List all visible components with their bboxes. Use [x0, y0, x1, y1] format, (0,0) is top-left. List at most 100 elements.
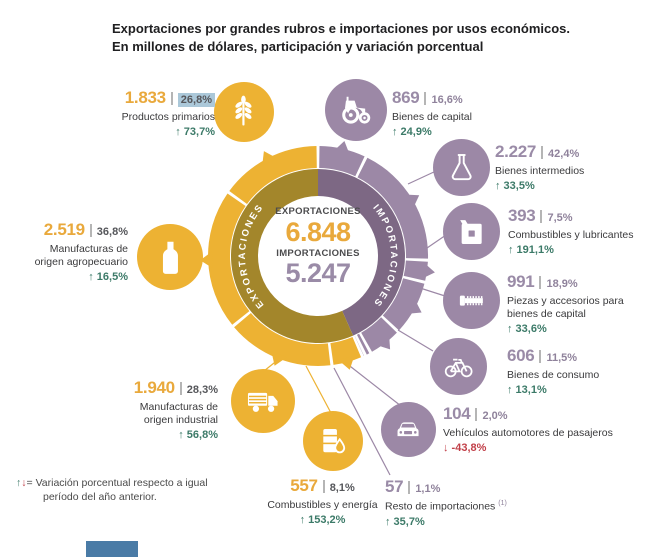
- connector-line-3: [426, 234, 447, 249]
- separator: [322, 480, 325, 493]
- export-change: ↑ 73,7%: [175, 126, 215, 139]
- import-item-resto-importaciones: 57 1,1% Resto de importaciones (1) ↑ 35,7…: [385, 477, 570, 528]
- import-label: Piezas y accesorios para bienes de capit…: [507, 295, 624, 321]
- export-segment-2: [234, 313, 331, 367]
- export-value: 1.833: [124, 88, 166, 107]
- import-share: 42,4%: [548, 148, 580, 160]
- separator: [179, 382, 182, 395]
- import-item-vehiculos-pasajeros: 104 2,0% Vehículos automotores de pasajer…: [443, 404, 653, 454]
- import-segment-2: [403, 260, 428, 281]
- connector-line-4: [419, 287, 446, 297]
- export-value: 557: [290, 476, 318, 495]
- car-icon: [381, 402, 436, 457]
- import-value: 104: [443, 404, 471, 423]
- export-share: 28,3%: [186, 384, 218, 396]
- import-share: 7,5%: [547, 212, 573, 224]
- jerrycan-icon: [443, 203, 500, 260]
- separator: [475, 408, 478, 421]
- import-change: ↑ 13,1%: [507, 384, 547, 397]
- import-share: 11,5%: [546, 352, 578, 364]
- export-item-combustibles-energia: 557 8,1% Combustibles y energía ↑ 153,2%: [250, 476, 395, 526]
- import-segment-3-pointer: [406, 299, 422, 314]
- flask-icon: [433, 139, 490, 196]
- export-value: 1.940: [133, 378, 175, 397]
- import-value: 606: [507, 346, 535, 365]
- import-label: Vehículos automotores de pasajeros: [443, 427, 613, 439]
- export-change: ↑ 16,5%: [88, 271, 128, 284]
- connector-line-7: [333, 367, 391, 476]
- import-segment-4-pointer: [375, 334, 391, 350]
- connector-line-6: [345, 362, 402, 407]
- import-item-piezas-accesorios: 991 18,9% Piezas y accesorios para bienes…: [507, 272, 639, 335]
- title-line2: En millones de dólares, participación y …: [112, 38, 484, 54]
- import-value: 869: [392, 88, 420, 107]
- import-segment-3: [382, 278, 425, 331]
- center-exports-value: 6.848: [285, 216, 351, 247]
- import-change: ↓ -43,8%: [443, 442, 487, 455]
- separator: [540, 210, 543, 223]
- center-exports-label: EXPORTACIONES: [275, 206, 361, 217]
- import-share: 1,1%: [415, 483, 441, 495]
- export-label: Productos primarios: [121, 111, 215, 123]
- connector-line-0: [305, 365, 332, 414]
- connector-line-2: [407, 170, 437, 185]
- import-segment-5: [357, 333, 370, 355]
- center-imports-label: IMPORTACIONES: [276, 247, 360, 259]
- import-segment-6: [354, 335, 364, 356]
- import-value: 991: [507, 272, 535, 291]
- screw-icon: [443, 272, 500, 329]
- import-label: Bienes intermedios: [495, 165, 585, 177]
- export-segment-2-pointer: [271, 351, 287, 366]
- export-segment-3-pointer: [338, 355, 355, 370]
- footnote-text: Variación porcentual respecto a igual pe…: [35, 477, 208, 504]
- donut-center: EXPORTACIONES 6.848 IMPORTACIONES 5.247: [248, 205, 388, 290]
- import-segment-0: [319, 146, 365, 177]
- footnote-marker: (1): [498, 500, 507, 507]
- import-share: 2,0%: [482, 410, 508, 422]
- export-item-manufacturas-agropecuario: 2.519 36,8% Manufacturas de origen agrope…: [24, 220, 128, 283]
- import-segment-0-pointer: [333, 141, 350, 155]
- export-segment-0: [229, 146, 317, 204]
- center-imports-value: 5.247: [285, 258, 351, 288]
- import-item-bienes-intermedios: 2.227 42,4% Bienes intermedios ↑ 33,5%: [495, 142, 655, 192]
- import-label: Combustibles y lubricantes: [508, 229, 634, 241]
- export-share: 36,8%: [96, 226, 128, 238]
- import-value: 2.227: [495, 142, 537, 161]
- separator: [539, 350, 542, 363]
- legend-footnote: ↑↓= Variación porcentual respecto a igua…: [16, 476, 231, 504]
- import-change: ↑ 33,5%: [495, 180, 535, 193]
- page-title: Exportaciones por grandes rubros e impor…: [112, 20, 612, 55]
- export-share: 8,1%: [329, 482, 355, 494]
- import-change: ↑ 191,1%: [508, 244, 554, 257]
- import-label: Resto de importaciones (1): [385, 500, 507, 513]
- title-line1: Exportaciones por grandes rubros e impor…: [112, 21, 570, 36]
- separator: [89, 224, 92, 237]
- separator: [424, 92, 427, 105]
- import-item-bienes-capital: 869 16,6% Bienes de capital ↑ 24,9%: [392, 88, 552, 138]
- export-item-productos-primarios: 1.833 26,8% Productos primarios ↑ 73,7%: [65, 88, 215, 138]
- export-change: ↑ 153,2%: [299, 514, 346, 527]
- up-arrow-icon: ↑: [16, 477, 22, 489]
- tractor-icon: [325, 79, 387, 141]
- import-change: ↑ 33,6%: [507, 323, 547, 336]
- logo-bar: [86, 541, 138, 557]
- export-segment-1-pointer: [200, 251, 213, 269]
- separator: [408, 481, 411, 494]
- import-item-combustibles-lubricantes: 393 7,5% Combustibles y lubricantes ↑ 191…: [508, 206, 658, 256]
- import-segment-2-pointer: [421, 262, 435, 279]
- import-change: ↑ 24,9%: [392, 126, 432, 139]
- import-segment-4: [361, 317, 397, 352]
- import-segment-1: [357, 157, 429, 259]
- separator: [541, 146, 544, 159]
- import-change: ↑ 35,7%: [385, 515, 425, 528]
- separator: [170, 92, 173, 105]
- import-label: Bienes de consumo: [507, 369, 600, 381]
- import-item-bienes-consumo: 606 11,5% Bienes de consumo ↑ 13,1%: [507, 346, 657, 396]
- exports-inner-ring: [230, 169, 354, 343]
- export-change: ↑ 56,8%: [178, 429, 218, 442]
- import-segment-1-pointer: [404, 194, 420, 209]
- wheat-icon: [214, 82, 274, 142]
- export-item-manufacturas-industrial: 1.940 28,3% Manufacturas de origen indust…: [114, 378, 218, 441]
